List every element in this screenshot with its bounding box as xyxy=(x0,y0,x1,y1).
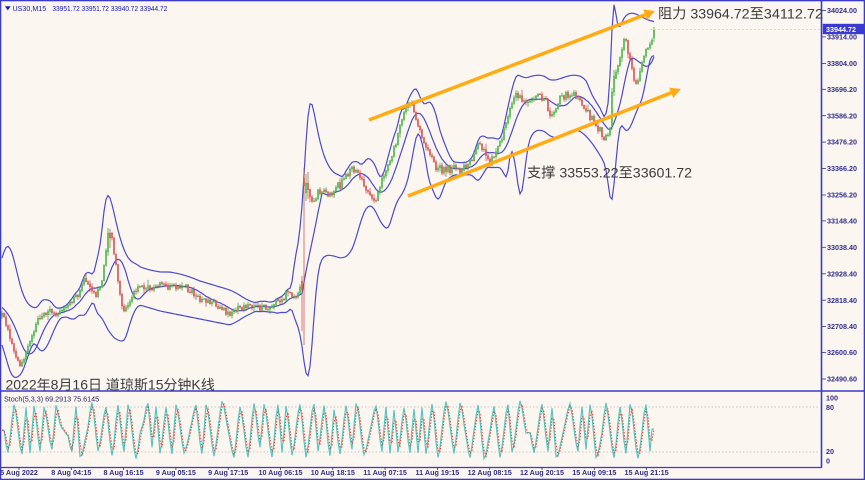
svg-text:34112.72: 34112.72 xyxy=(764,6,823,22)
svg-text:33696.20: 33696.20 xyxy=(827,85,857,94)
svg-text:US30,M15: US30,M15 xyxy=(13,5,47,13)
svg-text:100: 100 xyxy=(826,393,838,402)
svg-text:33944.72: 33944.72 xyxy=(826,25,856,34)
svg-text:8 Aug 16:15: 8 Aug 16:15 xyxy=(104,468,144,477)
svg-text:10 Aug 06:15: 10 Aug 06:15 xyxy=(258,468,302,477)
svg-text:5 Aug 2022: 5 Aug 2022 xyxy=(0,468,38,477)
svg-text:11 Aug 07:15: 11 Aug 07:15 xyxy=(363,468,407,477)
svg-text:33038.40: 33038.40 xyxy=(827,243,857,252)
svg-text:15 Aug 09:15: 15 Aug 09:15 xyxy=(572,468,616,477)
svg-text:32708.40: 32708.40 xyxy=(827,322,857,331)
svg-text:33914.00: 33914.00 xyxy=(827,33,857,42)
svg-text:80: 80 xyxy=(826,403,834,412)
svg-text:K: K xyxy=(191,377,201,393)
svg-text:32928.40: 32928.40 xyxy=(827,269,857,278)
svg-text:10 Aug 18:15: 10 Aug 18:15 xyxy=(311,468,355,477)
svg-text:32818.40: 32818.40 xyxy=(827,296,857,305)
svg-text:33366.20: 33366.20 xyxy=(827,164,857,173)
svg-text:20: 20 xyxy=(826,447,834,456)
svg-text:33951.72 33951.72 33940.72 339: 33951.72 33951.72 33940.72 33944.72 xyxy=(52,5,167,13)
svg-text:32490.60: 32490.60 xyxy=(827,375,857,384)
svg-text:16: 16 xyxy=(72,377,88,393)
svg-text:8 Aug 04:15: 8 Aug 04:15 xyxy=(51,468,91,477)
svg-text:33256.20: 33256.20 xyxy=(827,191,857,200)
svg-text:8: 8 xyxy=(51,377,59,393)
svg-text:15 Aug 21:15: 15 Aug 21:15 xyxy=(625,468,669,477)
svg-text:34024.00: 34024.00 xyxy=(827,6,857,15)
svg-text:12 Aug 08:15: 12 Aug 08:15 xyxy=(468,468,512,477)
svg-text:33601.72: 33601.72 xyxy=(633,165,692,181)
svg-text:0: 0 xyxy=(826,457,830,466)
svg-text:33804.00: 33804.00 xyxy=(827,59,857,68)
svg-text:12 Aug 20:15: 12 Aug 20:15 xyxy=(520,468,564,477)
svg-text:33553.22: 33553.22 xyxy=(555,165,618,181)
svg-text:11 Aug 19:15: 11 Aug 19:15 xyxy=(416,468,460,477)
svg-text:9 Aug 17:15: 9 Aug 17:15 xyxy=(208,468,248,477)
svg-text:9 Aug 05:15: 9 Aug 05:15 xyxy=(156,468,196,477)
svg-text:33476.20: 33476.20 xyxy=(827,138,857,147)
svg-text:33964.72: 33964.72 xyxy=(686,6,749,22)
svg-text:15: 15 xyxy=(148,377,164,393)
svg-text:33586.20: 33586.20 xyxy=(827,111,857,120)
svg-text:32600.60: 32600.60 xyxy=(827,348,857,357)
svg-text:2022: 2022 xyxy=(6,377,37,393)
svg-text:33148.40: 33148.40 xyxy=(827,217,857,226)
svg-text:Stoch(5,3,3) 69.2913 75.6145: Stoch(5,3,3) 69.2913 75.6145 xyxy=(4,395,99,404)
